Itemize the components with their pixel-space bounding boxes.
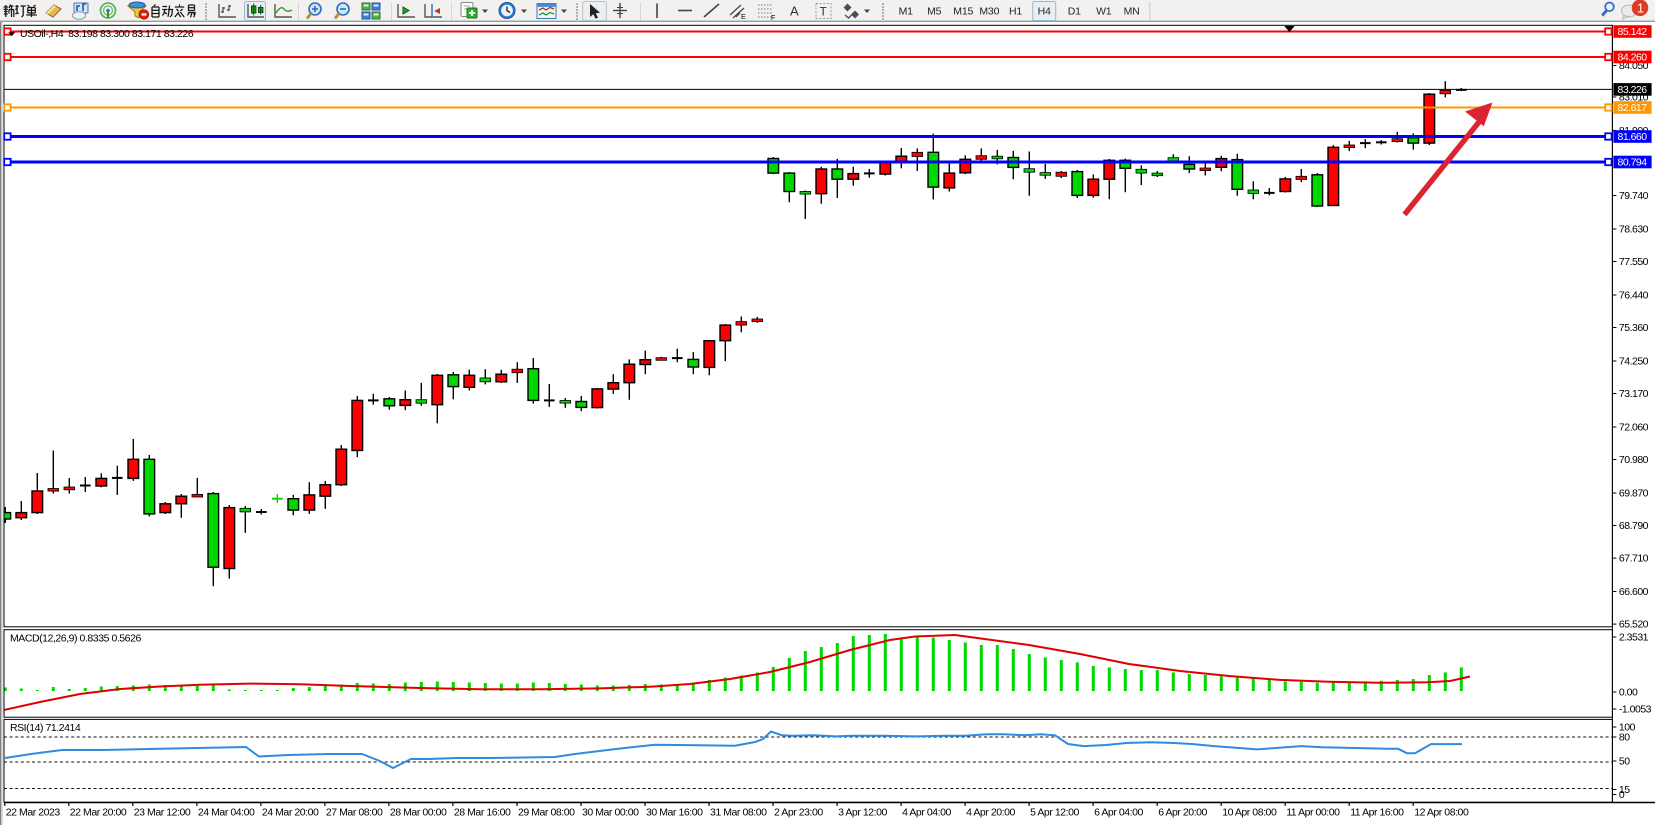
svg-text:22 Mar 2023: 22 Mar 2023 bbox=[6, 807, 61, 819]
svg-text:H4: H4 bbox=[1038, 6, 1051, 18]
svg-text:23 Mar 12:00: 23 Mar 12:00 bbox=[134, 807, 191, 819]
svg-text:6 Apr 20:00: 6 Apr 20:00 bbox=[1158, 807, 1207, 819]
svg-text:10 Apr 08:00: 10 Apr 08:00 bbox=[1222, 807, 1277, 819]
svg-text:24 Mar 20:00: 24 Mar 20:00 bbox=[262, 807, 319, 819]
svg-text:M5: M5 bbox=[927, 6, 942, 18]
svg-text:H1: H1 bbox=[1009, 6, 1022, 18]
svg-text:22 Mar 20:00: 22 Mar 20:00 bbox=[70, 807, 127, 819]
svg-text:11 Apr 00:00: 11 Apr 00:00 bbox=[1286, 807, 1340, 819]
svg-text:50: 50 bbox=[1619, 756, 1630, 768]
svg-text:4 Apr 20:00: 4 Apr 20:00 bbox=[966, 807, 1015, 819]
svg-text:A: A bbox=[790, 4, 799, 19]
svg-text:28 Mar 00:00: 28 Mar 00:00 bbox=[390, 807, 447, 819]
svg-text:78.630: 78.630 bbox=[1619, 224, 1649, 236]
svg-text:MACD(12,26,9) 0.8335 0.5626: MACD(12,26,9) 0.8335 0.5626 bbox=[10, 632, 141, 644]
svg-text:28 Mar 16:00: 28 Mar 16:00 bbox=[454, 807, 511, 819]
svg-text:RSI(14) 71.2414: RSI(14) 71.2414 bbox=[10, 722, 81, 734]
svg-text:79.740: 79.740 bbox=[1619, 190, 1649, 202]
svg-text:68.790: 68.790 bbox=[1619, 520, 1649, 532]
svg-text:74.250: 74.250 bbox=[1619, 356, 1649, 368]
svg-text:30 Mar 16:00: 30 Mar 16:00 bbox=[646, 807, 703, 819]
svg-text:-1.0053: -1.0053 bbox=[1619, 704, 1652, 716]
svg-text:82.617: 82.617 bbox=[1618, 102, 1648, 114]
svg-text:77.550: 77.550 bbox=[1619, 256, 1649, 268]
svg-text:83.226: 83.226 bbox=[1618, 84, 1648, 96]
svg-text:M15: M15 bbox=[953, 6, 973, 18]
svg-text:1: 1 bbox=[1637, 1, 1644, 15]
svg-text:100: 100 bbox=[1619, 722, 1636, 734]
svg-text:73.170: 73.170 bbox=[1619, 388, 1649, 400]
svg-text:80: 80 bbox=[1619, 732, 1630, 744]
svg-text:2.3531: 2.3531 bbox=[1619, 632, 1649, 644]
svg-text:84.260: 84.260 bbox=[1618, 52, 1648, 64]
svg-text:76.440: 76.440 bbox=[1619, 290, 1649, 302]
svg-text:W1: W1 bbox=[1096, 6, 1112, 18]
svg-text:75.360: 75.360 bbox=[1619, 322, 1649, 334]
svg-text:2 Apr 23:00: 2 Apr 23:00 bbox=[774, 807, 823, 819]
svg-text:F: F bbox=[771, 15, 775, 22]
svg-text:3 Apr 12:00: 3 Apr 12:00 bbox=[838, 807, 887, 819]
svg-text:0.00: 0.00 bbox=[1619, 687, 1638, 699]
svg-text:31 Mar 08:00: 31 Mar 08:00 bbox=[710, 807, 767, 819]
svg-text:4 Apr 04:00: 4 Apr 04:00 bbox=[902, 807, 951, 819]
svg-text:66.600: 66.600 bbox=[1619, 586, 1649, 598]
svg-text:T: T bbox=[820, 5, 828, 19]
svg-text:11 Apr 16:00: 11 Apr 16:00 bbox=[1350, 807, 1404, 819]
svg-text:72.060: 72.060 bbox=[1619, 422, 1649, 434]
svg-text:12 Apr 08:00: 12 Apr 08:00 bbox=[1414, 807, 1469, 819]
svg-text:24 Mar 04:00: 24 Mar 04:00 bbox=[198, 807, 255, 819]
svg-text:6 Apr 04:00: 6 Apr 04:00 bbox=[1094, 807, 1143, 819]
svg-text:0: 0 bbox=[1619, 789, 1625, 801]
svg-text:85.142: 85.142 bbox=[1618, 26, 1648, 38]
svg-text:81.660: 81.660 bbox=[1618, 131, 1648, 143]
svg-text:27 Mar 08:00: 27 Mar 08:00 bbox=[326, 807, 383, 819]
svg-text:M1: M1 bbox=[899, 6, 914, 18]
svg-text:USOil-,H4 83.198 83.300 83.17: USOil-,H4 83.198 83.300 83.171 83.226 bbox=[20, 28, 194, 40]
svg-text:67.710: 67.710 bbox=[1619, 553, 1649, 565]
svg-text:MN: MN bbox=[1124, 6, 1140, 18]
svg-text:5 Apr 12:00: 5 Apr 12:00 bbox=[1030, 807, 1079, 819]
svg-text:M30: M30 bbox=[979, 6, 999, 18]
svg-text:30 Mar 00:00: 30 Mar 00:00 bbox=[582, 807, 639, 819]
svg-text:E: E bbox=[741, 14, 746, 21]
svg-text:70.980: 70.980 bbox=[1619, 454, 1649, 466]
svg-text:69.870: 69.870 bbox=[1619, 488, 1649, 500]
svg-text:80.794: 80.794 bbox=[1618, 157, 1648, 169]
svg-text:D1: D1 bbox=[1068, 6, 1081, 18]
svg-text:29 Mar 08:00: 29 Mar 08:00 bbox=[518, 807, 575, 819]
svg-text:15: 15 bbox=[1619, 784, 1630, 796]
svg-text:65.520: 65.520 bbox=[1619, 619, 1649, 631]
